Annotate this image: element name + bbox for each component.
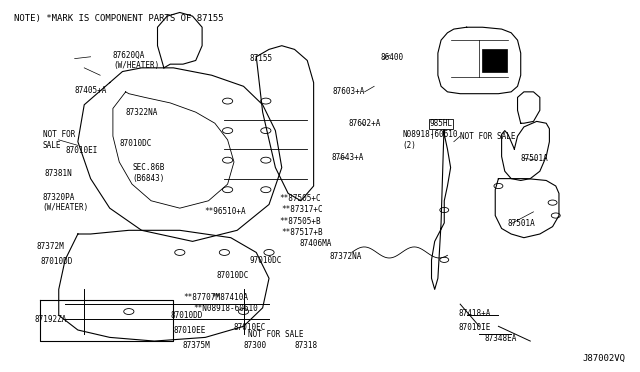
Text: **87505+C: **87505+C	[279, 195, 321, 203]
Text: 87418+A: 87418+A	[459, 309, 492, 318]
Text: 87192ZA: 87192ZA	[35, 315, 67, 324]
Text: 87155: 87155	[250, 54, 273, 63]
Text: 87010DC: 87010DC	[119, 139, 152, 148]
Text: **87505+B: **87505+B	[279, 217, 321, 225]
Text: NOTE) *MARK IS COMPONENT PARTS OF 87155: NOTE) *MARK IS COMPONENT PARTS OF 87155	[14, 14, 224, 23]
Text: 87603+A: 87603+A	[333, 87, 365, 96]
Text: 97010DC: 97010DC	[250, 256, 282, 265]
Text: NOT FOR
SALE: NOT FOR SALE	[43, 130, 75, 150]
Text: 87010DD: 87010DD	[170, 311, 203, 320]
Text: 87348EA: 87348EA	[484, 334, 516, 343]
Text: 87320PA
(W/HEATER): 87320PA (W/HEATER)	[43, 193, 89, 212]
Text: NOT FOR SALE: NOT FOR SALE	[460, 132, 516, 141]
Text: N08918-60610
(2): N08918-60610 (2)	[403, 130, 458, 150]
Text: NOT FOR SALE: NOT FOR SALE	[248, 330, 303, 339]
Text: 87322NA: 87322NA	[125, 108, 158, 117]
Text: 87406MA: 87406MA	[300, 239, 332, 248]
Text: 87405+A: 87405+A	[75, 86, 107, 94]
Text: 87381N: 87381N	[45, 169, 72, 177]
Text: J87002VQ: J87002VQ	[583, 354, 626, 363]
Text: 87602+A: 87602+A	[349, 119, 381, 128]
Text: **87410A: **87410A	[212, 293, 249, 302]
Text: 87010IE: 87010IE	[459, 323, 492, 331]
Text: **96510+A: **96510+A	[204, 206, 246, 216]
Bar	[483, 49, 507, 72]
Text: 87010EE: 87010EE	[173, 326, 206, 335]
Text: 87300: 87300	[244, 341, 267, 350]
Text: 985HL: 985HL	[429, 119, 452, 128]
Text: 87643+A: 87643+A	[332, 153, 364, 162]
Text: **87707M: **87707M	[183, 293, 220, 302]
Text: 87620QA
(W/HEATER): 87620QA (W/HEATER)	[113, 51, 159, 70]
Text: **87517+B: **87517+B	[282, 228, 323, 237]
Text: 86400: 86400	[381, 53, 404, 62]
Text: 87010DD: 87010DD	[41, 257, 73, 266]
Text: 87372NA: 87372NA	[330, 252, 362, 262]
Text: 87010DC: 87010DC	[217, 271, 249, 280]
Text: 87501A: 87501A	[508, 219, 536, 228]
Text: SEC.86B
(B6843): SEC.86B (B6843)	[132, 163, 164, 183]
Text: 87010EC: 87010EC	[234, 323, 266, 331]
Text: 87010EI: 87010EI	[65, 147, 97, 155]
Text: 87318: 87318	[294, 341, 317, 350]
Text: 87375M: 87375M	[183, 341, 211, 350]
Text: 985HL: 985HL	[429, 119, 452, 128]
Text: **87317+C: **87317+C	[282, 205, 323, 215]
Text: 87372M: 87372M	[36, 243, 64, 251]
Text: **N08918-60610: **N08918-60610	[194, 304, 259, 313]
Text: 87501A: 87501A	[521, 154, 548, 163]
